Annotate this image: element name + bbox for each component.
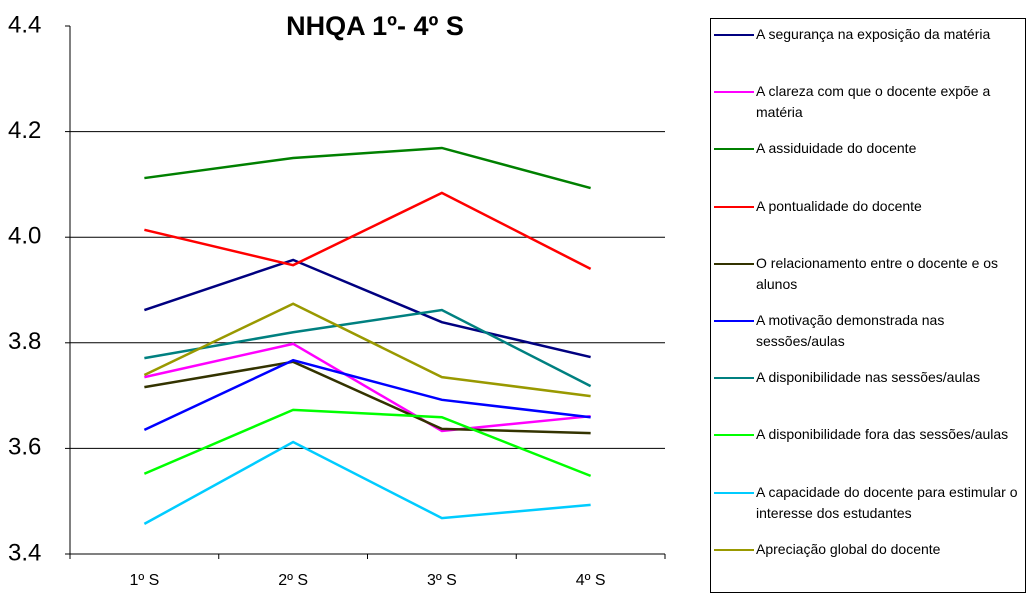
legend-item: O relacionamento entre o docente e os al… <box>714 251 1024 307</box>
legend: A segurança na exposição da matéria A cla… <box>710 18 1026 593</box>
legend-swatch <box>714 34 754 36</box>
legend-item: A segurança na exposição da matéria <box>714 22 1024 78</box>
legend-item: A capacidade do docente para estimular o… <box>714 480 1024 536</box>
legend-item: A disponibilidade fora das sessões/aulas <box>714 422 1024 478</box>
chart: NHQA 1º- 4º S 3.4 3.6 3.8 4.0 4.2 4.4 1º S 2º S… <box>8 11 666 589</box>
legend-item: A clareza com que o docente expõe a maté… <box>714 79 1024 135</box>
series-line <box>144 146 591 190</box>
legend-swatch <box>714 91 754 94</box>
legend-item: A disponibilidade nas sessões/aulas <box>714 365 1024 421</box>
legend-swatch <box>714 377 754 380</box>
legend-label: A disponibilidade fora das sessões/aulas <box>756 426 1009 443</box>
legend-swatch <box>714 434 754 437</box>
legend-swatch <box>714 148 754 151</box>
series-line <box>143 258 591 359</box>
legend-label: A segurança na exposição da matéria <box>756 26 991 42</box>
legend-label: A disponibilidade nas sessões/aulas <box>756 369 981 386</box>
chart-title: NHQA 1º- 4º S <box>286 11 464 41</box>
legend-label: O relacionamento entre o docente e os al… <box>756 254 999 292</box>
legend-label: A clareza com que o docente expõe a maté… <box>756 83 991 121</box>
legend-swatch <box>714 491 754 494</box>
legend-label: A pontualidade do docente <box>756 197 922 214</box>
legend-label: A assiduidade do docente <box>756 140 917 157</box>
legend-label: Apreciação global do docente <box>756 540 941 557</box>
legend-item: A motivação demonstrada nas sessões/aula… <box>714 308 1024 364</box>
series-line <box>144 360 591 435</box>
legend-swatch <box>714 320 754 322</box>
series-line <box>143 302 591 398</box>
series-line <box>143 440 591 525</box>
legend-swatch <box>714 205 754 208</box>
legend-item: Apreciação global do docente <box>714 537 1024 593</box>
legend-swatch <box>714 262 754 265</box>
legend-item: A assiduidade do docente <box>714 136 1024 192</box>
series-line <box>144 342 591 433</box>
legend-swatch <box>714 548 754 551</box>
x-tick-label: 3º S <box>427 572 457 589</box>
y-tick-label: 3.6 <box>8 434 41 461</box>
series-line <box>144 308 592 388</box>
y-tick-label: 3.4 <box>8 539 41 566</box>
y-tick-label: 4.4 <box>8 11 41 38</box>
series-line <box>144 191 592 270</box>
series-line <box>143 408 592 478</box>
series-line <box>143 358 591 432</box>
legend-label: A motivação demonstrada nas sessões/aula… <box>756 312 945 349</box>
x-tick-label: 1º S <box>129 572 159 589</box>
legend-label: A capacidade do docente para estimular o… <box>756 483 1018 521</box>
y-tick-label: 3.8 <box>8 328 41 355</box>
y-tick-label: 4.2 <box>8 117 41 144</box>
y-tick-label: 4.0 <box>8 223 41 250</box>
x-tick-label: 2º S <box>278 572 308 589</box>
x-tick-label: 4º S <box>576 572 606 589</box>
legend-item: A pontualidade do docente <box>714 194 1024 250</box>
